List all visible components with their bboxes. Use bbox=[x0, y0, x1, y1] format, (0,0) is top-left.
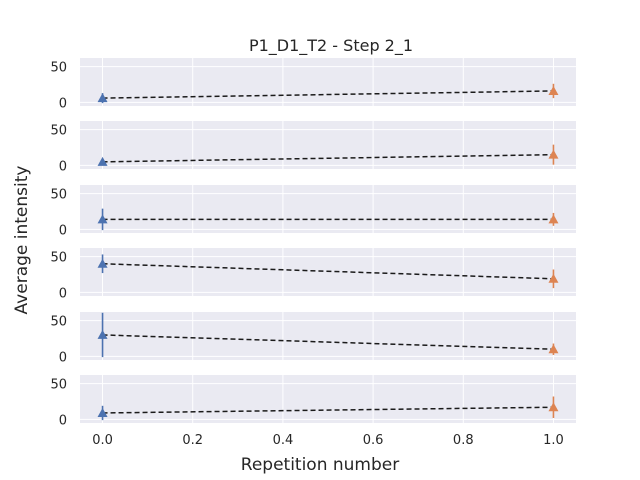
x-axis: 0.0 0.2 0.4 0.6 0.8 1.0 bbox=[92, 433, 564, 448]
trend-line bbox=[102, 90, 554, 99]
data-point bbox=[548, 214, 559, 224]
data-point bbox=[97, 329, 108, 339]
panel-background bbox=[80, 185, 576, 233]
panel-background bbox=[80, 312, 576, 360]
y-tick-label: 50 bbox=[50, 188, 67, 203]
y-tick-label: 50 bbox=[50, 61, 67, 76]
y-tick-label: 0 bbox=[59, 96, 67, 111]
panel-1: 0 50 bbox=[50, 58, 576, 111]
panel-background bbox=[80, 121, 576, 169]
panel-5: 0 50 bbox=[50, 312, 576, 365]
data-point bbox=[97, 214, 108, 224]
y-tick-label: 0 bbox=[59, 413, 67, 428]
panel-2: 0 50 bbox=[50, 121, 576, 174]
x-axis-label: Repetition number bbox=[241, 455, 399, 475]
panel-4: 0 50 bbox=[50, 248, 576, 301]
panel-6: 0 50 bbox=[50, 375, 576, 428]
data-point bbox=[548, 344, 559, 354]
x-tick-label: 0.4 bbox=[273, 433, 294, 448]
trend-line bbox=[102, 263, 554, 280]
x-tick-label: 1.0 bbox=[543, 433, 564, 448]
data-point bbox=[548, 149, 559, 159]
x-tick-label: 0.8 bbox=[453, 433, 474, 448]
trend-line bbox=[102, 406, 554, 414]
panel-3: 0 50 bbox=[50, 185, 576, 238]
y-tick-label: 0 bbox=[59, 286, 67, 301]
x-tick-label: 0.2 bbox=[182, 433, 203, 448]
data-point bbox=[97, 407, 108, 417]
data-point bbox=[548, 273, 559, 283]
trend-line bbox=[102, 334, 554, 351]
data-point bbox=[97, 93, 108, 103]
data-point bbox=[548, 402, 559, 412]
data-point bbox=[548, 85, 559, 95]
data-point bbox=[97, 156, 108, 166]
y-tick-label: 50 bbox=[50, 315, 67, 330]
panels: 0 50 0 50 0 50 0 50 0 50 0 50 bbox=[50, 58, 576, 428]
x-tick-label: 0.6 bbox=[363, 433, 384, 448]
data-point bbox=[97, 258, 108, 268]
x-tick-label: 0.0 bbox=[92, 433, 113, 448]
y-tick-label: 0 bbox=[59, 159, 67, 174]
y-tick-label: 50 bbox=[50, 378, 67, 393]
panel-background bbox=[80, 58, 576, 106]
panel-background bbox=[80, 375, 576, 423]
y-tick-label: 50 bbox=[50, 251, 67, 266]
y-axis-label: Average intensity bbox=[12, 166, 32, 315]
chart-title: P1_D1_T2 - Step 2_1 bbox=[249, 36, 413, 56]
y-tick-label: 0 bbox=[59, 350, 67, 365]
trend-line bbox=[102, 153, 554, 163]
y-tick-label: 0 bbox=[59, 223, 67, 238]
y-tick-label: 50 bbox=[50, 124, 67, 139]
